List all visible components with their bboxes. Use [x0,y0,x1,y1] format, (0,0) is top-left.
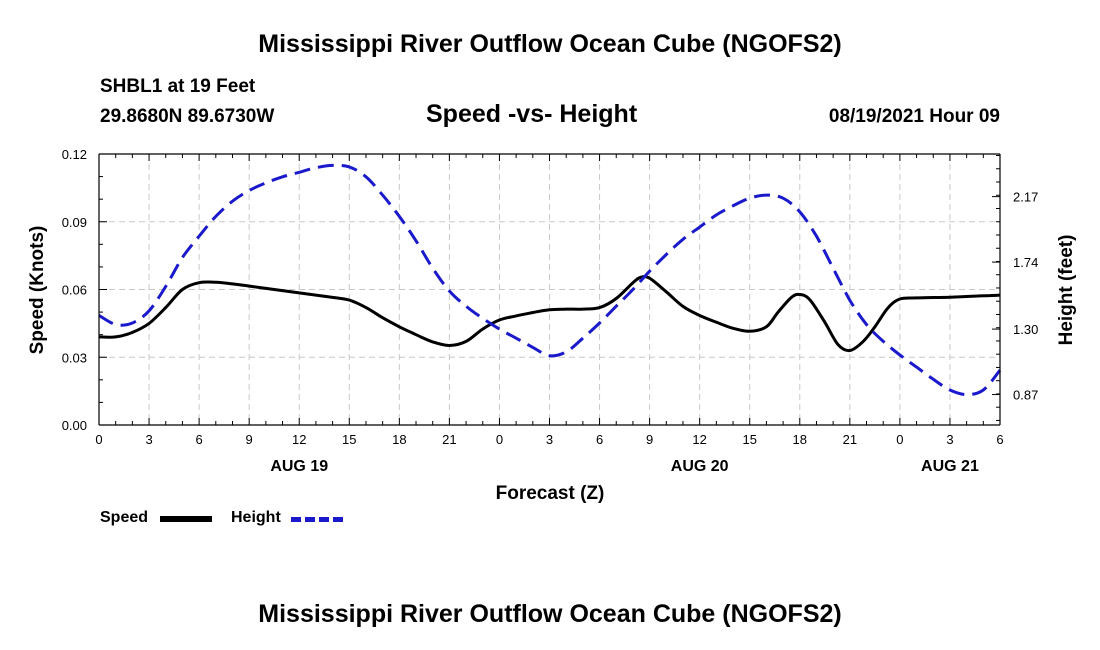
y-axis-left-title: Speed (Knots) [27,226,48,355]
y-left-tick-label: 0.09 [62,215,87,230]
y-right-tick-label: 1.74 [1013,255,1038,270]
x-tick-label: 15 [742,432,756,447]
x-tick-label: 12 [692,432,706,447]
x-tick-label: 9 [646,432,653,447]
x-tick-label: 9 [246,432,253,447]
x-tick-label: 3 [145,432,152,447]
legend-height-label: Height [231,509,281,526]
x-tick-label: 3 [946,432,953,447]
x-tick-label: 6 [195,432,202,447]
chart-title: Mississippi River Outflow Ocean Cube (NG… [258,30,842,58]
x-tick-label: 0 [896,432,903,447]
y-right-tick-label: 2.17 [1013,190,1038,205]
y-right-tick-label: 1.30 [1013,322,1038,337]
series-line-speed [98,274,1001,353]
coordinates-label: 29.8680N 89.6730W [100,106,275,127]
series-lines [98,163,1002,397]
legend-speed-swatch [160,516,212,522]
x-axis-title: Forecast (Z) [495,483,605,504]
x-tick-label: 12 [292,432,306,447]
legend-height-swatch [291,517,343,522]
forecast-datetime: 08/19/2021 Hour 09 [828,106,1000,127]
day-label-aug-20: AUG 20 [670,458,729,475]
station-label: SHBL1 at 19 Feet [100,76,256,97]
y-left-tick-label: 0.06 [62,283,87,298]
x-tick-label: 0 [496,432,503,447]
x-tick-label: 21 [442,432,456,447]
grid-lines [99,154,1000,425]
x-tick-label: 21 [843,432,857,447]
legend-speed-label: Speed [100,509,149,526]
x-tick-label: 18 [793,432,807,447]
y-left-tick-label: 0.00 [62,418,87,433]
x-tick-label: 6 [996,432,1003,447]
x-tick-label: 3 [546,432,553,447]
x-tick-label: 0 [95,432,102,447]
y-right-tick-label: 0.87 [1013,388,1038,403]
day-label-aug-21: AUG 21 [921,458,979,475]
x-tick-label: 18 [392,432,406,447]
day-label-aug-19: AUG 19 [270,458,329,475]
y-left-tick-label: 0.12 [62,147,87,162]
y-axis-right-title: Height (feet) [1056,235,1077,346]
x-tick-label: 6 [596,432,603,447]
footer-title: Mississippi River Outflow Ocean Cube (NG… [258,600,842,628]
chart-subtitle: Speed -vs- Height [426,100,638,128]
x-tick-label: 15 [342,432,356,447]
series-line-height [98,163,1002,397]
axis-ticks: 0 3 6 9 12 15 18 21 0 3 6 9 12 15 18 21 0 3 6 0.00 0.03 0.06 0… [62,147,1039,447]
y-left-tick-label: 0.03 [62,350,87,365]
